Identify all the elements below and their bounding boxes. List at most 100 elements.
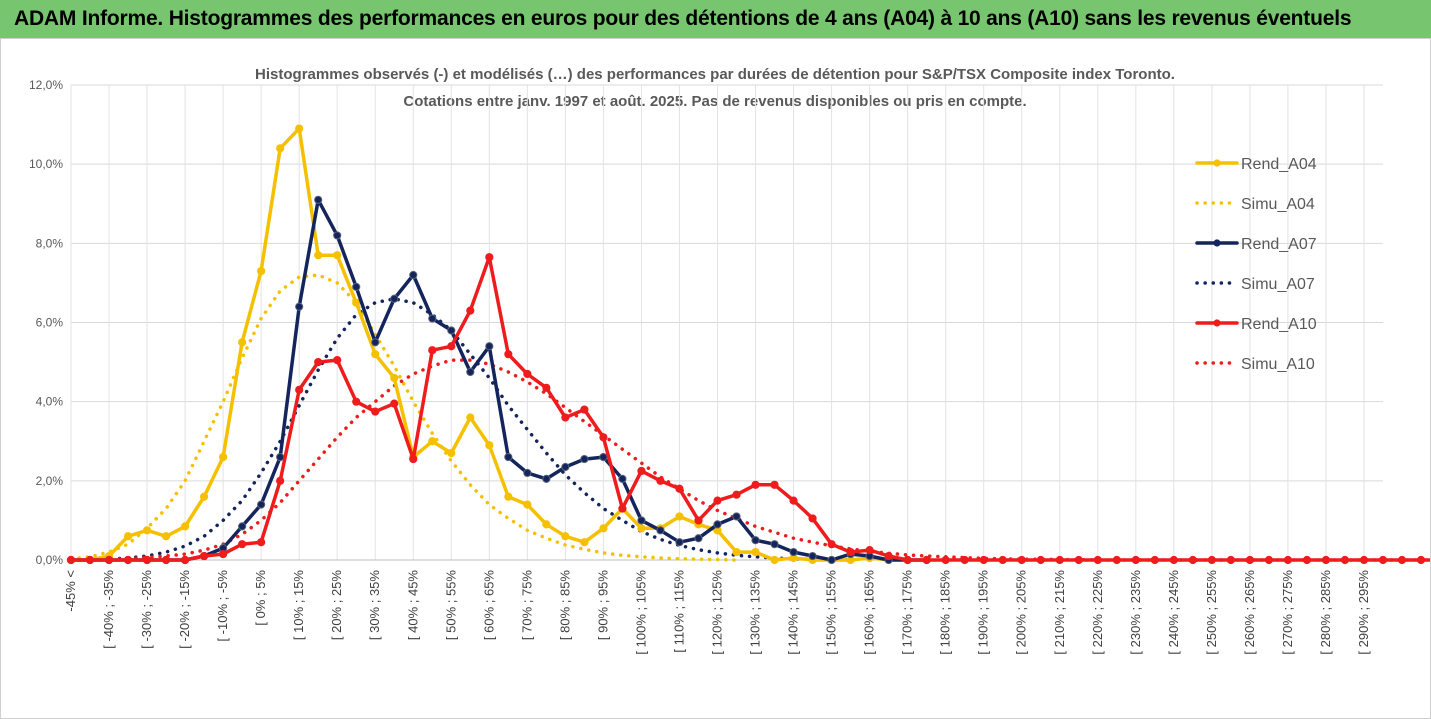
x-tick-label: [ 290% ; 295% [1356, 570, 1371, 655]
data-point [123, 532, 133, 541]
data-point [1264, 555, 1274, 565]
x-tick-label: [ -10% ; -5% [215, 570, 230, 642]
y-tick-label: 10,0% [29, 157, 63, 171]
legend-marker-rend-a04 [1213, 159, 1221, 167]
x-tick-label: [ 80% ; 85% [557, 570, 572, 641]
data-point [409, 454, 418, 464]
data-point [846, 547, 855, 557]
legend-label-rend-a07: Rend_A07 [1241, 236, 1317, 253]
series-line-rend-a10 [69, 255, 1430, 562]
x-tick-label: [ 110% ; 115% [671, 570, 686, 653]
data-point [1302, 555, 1312, 565]
data-point [504, 452, 513, 462]
data-point [352, 282, 361, 291]
data-point [789, 547, 798, 557]
chart-area: Histogrammes observés (-) et modélisés (… [0, 38, 1431, 719]
data-point [637, 466, 646, 476]
data-point [1036, 555, 1045, 565]
data-point [1207, 555, 1216, 565]
data-point [314, 195, 323, 204]
data-point [599, 524, 608, 533]
data-point [238, 540, 247, 549]
header-banner: ADAM Informe. Histogrammes des performan… [0, 0, 1431, 39]
x-tick-label: [ 170% ; 175% [900, 570, 915, 655]
data-point [257, 500, 266, 509]
x-tick-label: [ -20% ; -15% [177, 570, 192, 649]
y-axis: 0,0% 2,0% 4,0% 6,0% 8,0% 10,0% 12,0% [29, 78, 63, 567]
data-point [713, 520, 722, 529]
data-point [1416, 555, 1426, 565]
x-tick-label: [ 130% ; 135% [748, 570, 763, 655]
data-point [808, 514, 817, 523]
x-tick-label: [ 210% ; 215% [1052, 570, 1067, 655]
x-tick-label: [ 0% ; 5% [253, 570, 268, 626]
data-point [257, 266, 266, 276]
data-point [428, 314, 437, 323]
data-point [580, 405, 589, 414]
x-tick-label: [ 20% ; 25% [329, 570, 344, 641]
data-point [447, 449, 456, 458]
page-title: ADAM Informe. Histogrammes des performan… [14, 7, 1352, 30]
data-point [485, 342, 494, 351]
chart-title-line1: Histogrammes observés (-) et modélisés (… [255, 66, 1175, 83]
x-tick-label: [ 240% ; 245% [1166, 570, 1181, 655]
data-point [180, 522, 190, 531]
data-point [238, 338, 247, 347]
data-point [180, 555, 190, 565]
data-point [580, 538, 589, 547]
y-tick-label: 8,0% [36, 236, 64, 250]
data-point [599, 452, 608, 462]
data-point [884, 551, 893, 561]
x-tick-label: [ 30% ; 35% [367, 570, 382, 641]
data-point [333, 231, 342, 240]
data-point [161, 555, 171, 565]
data-point [428, 346, 437, 355]
data-point [770, 540, 779, 549]
data-point [542, 474, 551, 483]
data-point [1378, 555, 1388, 565]
x-tick-label: [ 50% ; 55% [443, 570, 458, 641]
x-tick-label: [ 160% ; 165% [862, 570, 877, 655]
grid [70, 84, 1383, 561]
legend-label-rend-a04: Rend_A04 [1241, 156, 1317, 173]
data-point [428, 437, 437, 446]
data-point [1340, 555, 1350, 565]
data-point [618, 474, 627, 483]
data-point [200, 492, 209, 501]
y-tick-label: 2,0% [36, 474, 64, 488]
data-point [1150, 555, 1159, 565]
data-point [808, 551, 817, 561]
x-tick-label: [ 180% ; 185% [938, 570, 953, 655]
legend: Rend_A04 Simu_A04 Rend_A07 Simu_A07 Rend_A10… [1195, 156, 1317, 373]
y-tick-label: 4,0% [36, 395, 64, 409]
y-tick-label: 12,0% [29, 78, 63, 92]
y-tick-label: 6,0% [36, 316, 64, 330]
data-point [504, 492, 513, 501]
data-point [732, 547, 741, 557]
x-tick-label: [ 280% ; 285% [1318, 570, 1333, 655]
data-point [1245, 555, 1254, 565]
data-point [770, 555, 779, 565]
x-tick-label: [ 100% ; 105% [633, 570, 648, 655]
data-point [751, 547, 760, 557]
x-tick-label: [ 200% ; 205% [1014, 570, 1029, 655]
data-point [561, 532, 570, 541]
data-point [276, 452, 285, 462]
data-point [219, 452, 228, 462]
data-point [1321, 555, 1331, 565]
data-point [466, 413, 475, 422]
data-point [694, 534, 703, 543]
x-tick-label: [ 60% ; 65% [481, 570, 496, 641]
series-line-simu-a10 [69, 358, 1430, 562]
data-point [694, 516, 703, 525]
data-point [827, 540, 836, 549]
data-point [485, 253, 494, 262]
data-point [580, 454, 589, 464]
y-tick-label: 0,0% [36, 553, 64, 567]
data-point [732, 512, 741, 521]
data-point [295, 385, 304, 394]
data-point [352, 397, 361, 406]
x-tick-label: [ 220% ; 225% [1090, 570, 1105, 655]
data-point [85, 555, 95, 565]
x-tick-label: [ -40% ; -35% [101, 570, 116, 649]
